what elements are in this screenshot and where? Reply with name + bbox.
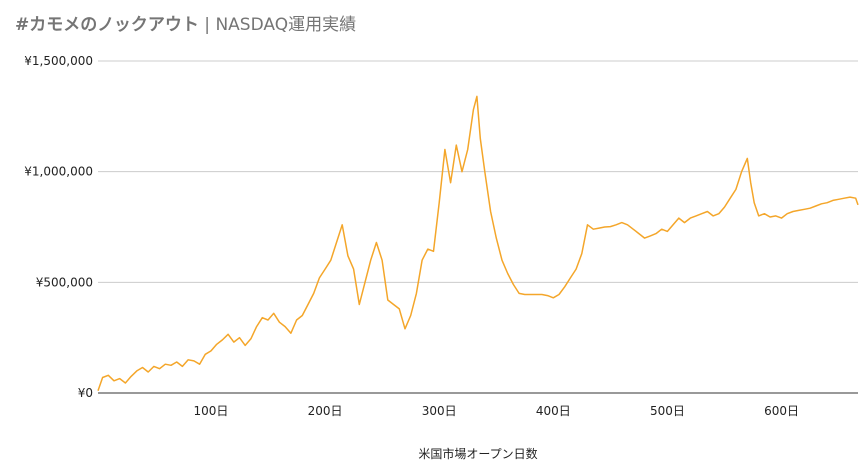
y-tick-label: ¥1,500,000	[24, 54, 93, 68]
y-tick-label: ¥500,000	[36, 275, 93, 289]
x-tick-label: 100日	[194, 404, 229, 418]
gridlines	[98, 60, 858, 394]
chart-title-bold: #カモメのノックアウト	[15, 15, 199, 35]
x-tick-label: 200日	[308, 404, 343, 418]
chart-title-rest: | NASDAQ運用実績	[198, 15, 357, 35]
x-tick-label: 400日	[536, 404, 571, 418]
y-axis-ticks: ¥0 ¥500,000 ¥1,000,000 ¥1,500,000	[24, 54, 93, 400]
x-axis-label: 米国市場オープン日数	[418, 446, 537, 461]
y-tick-label: ¥1,000,000	[24, 165, 93, 179]
chart-title: #カモメのノックアウト | NASDAQ運用実績	[15, 10, 356, 35]
series-line-0	[97, 95, 859, 392]
series-group	[97, 95, 859, 392]
x-tick-label: 300日	[422, 404, 457, 418]
x-tick-label: 500日	[650, 404, 685, 418]
x-tick-label: 600日	[764, 404, 799, 418]
x-axis-ticks: 100日 200日 300日 400日 500日 600日	[194, 404, 799, 418]
y-tick-label: ¥0	[78, 386, 93, 400]
